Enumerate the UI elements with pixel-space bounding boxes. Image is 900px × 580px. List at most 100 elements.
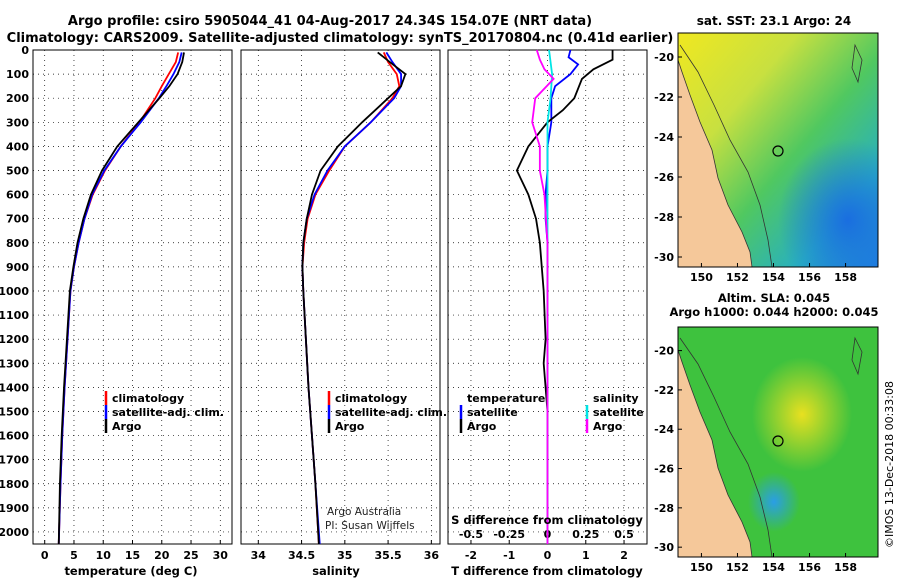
salinity-panel: 34 34.5 35 35.5 36 salinity climatology sate… — [240, 49, 447, 578]
s-diff-tick-label: 0.25 — [572, 528, 599, 541]
credit-pi: PI: Susan Wijffels — [325, 520, 415, 532]
sla-frame — [677, 326, 879, 558]
depth-tick-label: 1500 — [0, 405, 29, 418]
salinity-series — [301, 51, 407, 545]
sst-map-title: sat. SST: 23.1 Argo: 24 — [697, 14, 851, 28]
difference-top-label: S difference from climatology — [451, 513, 643, 527]
lat-tick-label: -22 — [654, 91, 674, 104]
depth-tick-label: 800 — [6, 237, 29, 250]
difference-legend: temperature satellite Argo salinity sate… — [459, 392, 644, 433]
figure-title-line2: Climatology: CARS2009. Satellite-adjuste… — [7, 31, 674, 46]
difference-panel: -2 -1 0 1 2-0.5 -0.25 0 0.25 0.5 T difference fr… — [447, 49, 648, 578]
difference-grid — [448, 50, 647, 544]
x-tick-label: 34 — [251, 549, 267, 562]
legend-label-t-satellite: satellite — [467, 406, 518, 419]
x-tick-label: -1 — [503, 549, 515, 562]
depth-tick-label: 700 — [6, 213, 29, 226]
depth-tick-label: 100 — [6, 68, 29, 81]
depth-tick-label: 500 — [6, 164, 29, 177]
difference-series — [515, 49, 614, 544]
temperature-tick-labels: 0 5 10 15 20 25 30 — [41, 549, 228, 562]
depth-tick-label: 300 — [6, 116, 29, 129]
sla-bathy-contour — [679, 337, 773, 558]
credit-argo-australia: Argo Australia — [327, 506, 401, 518]
depth-tick-label: 1100 — [0, 309, 29, 322]
sst-tick-labels: 150 152 154 156 158 -20 -22 -24 -26 -28 -30 — [654, 51, 857, 284]
x-tick-label: 10 — [96, 549, 112, 562]
x-tick-label: 0 — [41, 549, 49, 562]
lon-tick-label: 156 — [798, 271, 821, 284]
temperature-series — [57, 52, 185, 545]
temperature-frame — [32, 49, 233, 545]
lat-tick-label: -28 — [654, 211, 674, 224]
series-s-argo-line — [531, 49, 555, 544]
lon-tick-label: 152 — [726, 561, 749, 574]
lat-tick-label: -26 — [654, 171, 674, 184]
series-argo-line — [57, 52, 185, 545]
legend-label-argo: Argo — [112, 420, 142, 433]
lat-tick-label: -30 — [654, 251, 674, 264]
x-tick-label: -2 — [465, 549, 477, 562]
legend-label-t-argo: Argo — [467, 420, 497, 433]
depth-tick-label: 900 — [6, 261, 29, 274]
lat-tick-label: -26 — [654, 463, 674, 476]
legend-title-temperature: temperature — [467, 392, 545, 405]
lon-tick-label: 156 — [798, 561, 821, 574]
depth-tick-label: 1800 — [0, 478, 29, 491]
lat-tick-label: -28 — [654, 502, 674, 515]
series-satellite-adj-clim--line — [57, 52, 183, 545]
lon-tick-label: 158 — [834, 271, 857, 284]
depth-tick-label: 600 — [6, 189, 29, 202]
depth-tick-label: 1900 — [0, 502, 29, 515]
salinity-frame — [240, 49, 441, 545]
lat-tick-label: -20 — [654, 345, 674, 358]
x-tick-label: 15 — [125, 549, 140, 562]
legend-label-satellite: satellite-adj. clim. — [112, 406, 224, 419]
legend-label-s-satellite: satellite — [593, 406, 644, 419]
depth-tick-label: 0 — [21, 44, 29, 57]
depth-tick-label: 1200 — [0, 333, 29, 346]
temperature-panel: 0100200300400500600700800900100011001200… — [0, 44, 233, 578]
sst-map: sat. SST: 23.1 Argo: 24 150 152 154 156 158 -… — [654, 14, 879, 284]
difference-x-label: T difference from climatology — [451, 564, 643, 578]
temperature-grid — [33, 50, 232, 544]
salinity-x-label: salinity — [312, 564, 360, 578]
depth-tick-label: 400 — [6, 140, 29, 153]
legend-label-s-argo: Argo — [593, 420, 623, 433]
lon-tick-label: 150 — [690, 271, 713, 284]
s-diff-tick-label: -0.5 — [459, 528, 483, 541]
legend-label-argo: Argo — [335, 420, 365, 433]
temperature-legend: climatology satellite-adj. clim. Argo — [104, 391, 224, 433]
lon-tick-label: 150 — [690, 561, 713, 574]
series-climatology-line — [301, 52, 401, 545]
salinity-legend: climatology satellite-adj. clim. Argo — [327, 391, 447, 433]
lat-tick-label: -20 — [654, 51, 674, 64]
lon-tick-label: 154 — [762, 271, 785, 284]
x-tick-label: 1 — [582, 549, 590, 562]
sst-bathy-contour — [679, 44, 773, 268]
lon-tick-label: 154 — [762, 561, 785, 574]
legend-label-satellite: satellite-adj. clim. — [335, 406, 447, 419]
lat-tick-label: -22 — [654, 384, 674, 397]
salinity-tick-labels: 34 34.5 35 35.5 36 — [251, 549, 440, 562]
legend-label-climatology: climatology — [112, 392, 184, 405]
sla-reef-contour — [851, 336, 863, 376]
series-satellite-adj-clim--line — [301, 51, 402, 545]
sst-reef-contour — [851, 43, 863, 84]
x-tick-label: 2 — [620, 549, 628, 562]
sla-float-marker — [772, 435, 784, 447]
x-tick-label: 0 — [544, 549, 552, 562]
x-tick-label: 5 — [70, 549, 78, 562]
difference-tick-labels: -2 -1 0 1 2-0.5 -0.25 0 0.25 0.5 — [459, 528, 634, 562]
depth-tick-label: 1600 — [0, 430, 29, 443]
sst-frame — [677, 32, 879, 268]
depth-tick-label: 2000 — [0, 526, 29, 539]
x-tick-label: 35.5 — [375, 549, 402, 562]
imos-credit: ©IMOS 13-Dec-2018 00:33:08 — [883, 381, 896, 548]
lon-tick-label: 152 — [726, 271, 749, 284]
depth-tick-label: 1400 — [0, 381, 29, 394]
s-diff-tick-label: -0.25 — [493, 528, 525, 541]
figure-title-line1: Argo profile: csiro 5905044_41 04-Aug-20… — [68, 14, 592, 29]
series-climatology-line — [57, 52, 180, 545]
